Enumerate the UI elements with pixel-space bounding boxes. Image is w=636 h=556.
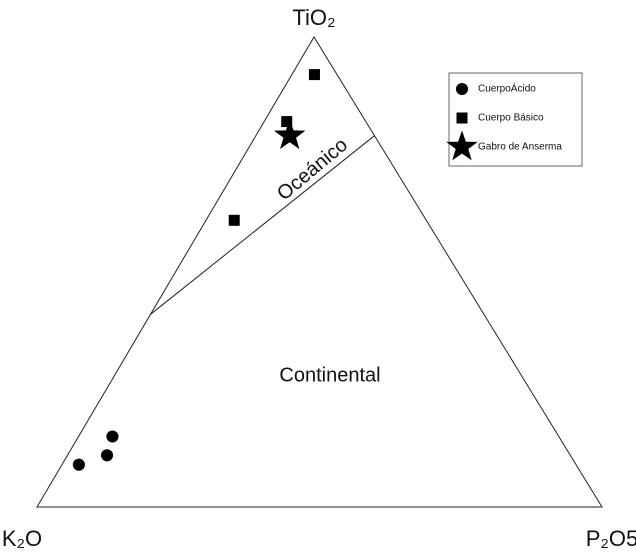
data-point <box>281 116 293 128</box>
apex-label-left: K₂O <box>2 526 42 551</box>
data-point <box>100 449 114 462</box>
legend-box <box>448 72 583 167</box>
data-point <box>308 69 320 81</box>
legend-label: Cuerpo Básico <box>478 113 544 124</box>
data-point <box>274 119 306 149</box>
legend-marker <box>446 130 478 161</box>
data-point <box>228 214 240 226</box>
legend-label: CuerpoÁcido <box>478 82 536 95</box>
apex-label-top: TiO₂ <box>292 5 335 30</box>
data-point <box>106 430 119 443</box>
legend-marker <box>456 112 468 124</box>
data-point <box>72 458 85 471</box>
apex-label-right: P₂O5 <box>586 526 636 551</box>
legend-marker <box>455 82 469 96</box>
legend-label: Gabro de Anserma <box>478 142 562 153</box>
boundary-line <box>150 135 375 315</box>
region-label: Continental <box>279 364 380 386</box>
triangle <box>36 36 603 508</box>
